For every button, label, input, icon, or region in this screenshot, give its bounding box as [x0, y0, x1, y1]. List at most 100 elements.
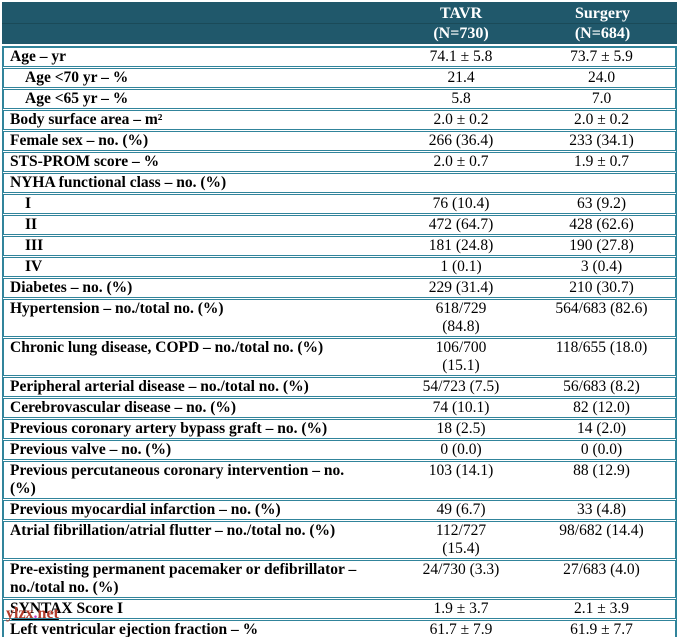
tavr-value: 24/730 (3.3) — [394, 561, 528, 600]
table-row: Previous percutaneous coronary intervent… — [2, 462, 677, 501]
surgery-value: 0 (0.0) — [528, 441, 677, 462]
tavr-value: 229 (31.4) — [394, 279, 528, 300]
table-row: Pre-existing permanent pacemaker or defi… — [2, 561, 677, 600]
tavr-value: 112/727 (15.4) — [394, 522, 528, 561]
surgery-value: 7.0 — [528, 90, 677, 111]
tavr-value: 1 (0.1) — [394, 258, 528, 279]
surgery-value: 428 (62.6) — [528, 216, 677, 237]
row-label: Hypertension – no./total no. (%) — [2, 300, 394, 339]
row-label: Peripheral arterial disease – no./total … — [2, 378, 394, 399]
table-row: III 181 (24.8) 190 (27.8) — [2, 237, 677, 258]
surgery-value: 63 (9.2) — [528, 195, 677, 216]
tavr-value: 0 (0.0) — [394, 441, 528, 462]
surgery-value: 27/683 (4.0) — [528, 561, 677, 600]
surgery-value: 61.9 ± 7.7 — [528, 621, 677, 637]
row-label: Cerebrovascular disease – no. (%) — [2, 399, 394, 420]
row-label: Chronic lung disease, COPD – no./total n… — [2, 339, 394, 378]
tavr-value: 106/700 (15.1) — [394, 339, 528, 378]
tavr-value: 61.7 ± 7.9 — [394, 621, 528, 637]
watermark-text: ylzx — [6, 605, 34, 622]
tavr-value — [394, 174, 528, 195]
surgery-value: 190 (27.8) — [528, 237, 677, 258]
column-header-surgery: Surgery — [528, 2, 677, 24]
surgery-value: 2.1 ± 3.9 — [528, 600, 677, 621]
tavr-value: 618/729 (84.8) — [394, 300, 528, 339]
table-row: Previous myocardial infarction – no. (%)… — [2, 501, 677, 522]
table-row: Female sex – no. (%) 266 (36.4) 233 (34.1) — [2, 132, 677, 153]
table-body: Age – yr 74.1 ± 5.8 73.7 ± 5.9 Age <70 yr –… — [2, 46, 677, 637]
header-spacer — [2, 2, 394, 24]
table-row: Age <65 yr – % 5.8 7.0 — [2, 90, 677, 111]
row-label: Body surface area – m² — [2, 111, 394, 132]
surgery-value: 73.7 ± 5.9 — [528, 46, 677, 69]
table-row: SYNTAX Score I 1.9 ± 3.7 2.1 ± 3.9 — [2, 600, 677, 621]
row-label: Age <65 yr – % — [2, 90, 394, 111]
row-label: I — [2, 195, 394, 216]
table-row: Chronic lung disease, COPD – no./total n… — [2, 339, 677, 378]
row-label: Pre-existing permanent pacemaker or defi… — [2, 561, 394, 600]
surgery-value: 3 (0.4) — [528, 258, 677, 279]
table-header: TAVR Surgery (N=730) (N=684) — [2, 2, 677, 46]
column-subheader-tavr-n: (N=730) — [394, 24, 528, 46]
header-subtitle-row: (N=730) (N=684) — [2, 24, 677, 46]
column-header-tavr: TAVR — [394, 2, 528, 24]
tavr-value: 74.1 ± 5.8 — [394, 46, 528, 69]
tavr-value: 1.9 ± 3.7 — [394, 600, 528, 621]
table-row: IV 1 (0.1) 3 (0.4) — [2, 258, 677, 279]
tavr-value: 2.0 ± 0.7 — [394, 153, 528, 174]
row-label: II — [2, 216, 394, 237]
tavr-value: 472 (64.7) — [394, 216, 528, 237]
table-row: STS-PROM score – % 2.0 ± 0.7 1.9 ± 0.7 — [2, 153, 677, 174]
surgery-value: 33 (4.8) — [528, 501, 677, 522]
table-row: Diabetes – no. (%) 229 (31.4) 210 (30.7) — [2, 279, 677, 300]
row-label: Previous coronary artery bypass graft – … — [2, 420, 394, 441]
table-row: I 76 (10.4) 63 (9.2) — [2, 195, 677, 216]
surgery-value: 2.0 ± 0.2 — [528, 111, 677, 132]
row-label: SYNTAX Score I — [2, 600, 394, 621]
table-row: Previous valve – no. (%) 0 (0.0) 0 (0.0) — [2, 441, 677, 462]
table-row: II 472 (64.7) 428 (62.6) — [2, 216, 677, 237]
row-label: IV — [2, 258, 394, 279]
surgery-value: 233 (34.1) — [528, 132, 677, 153]
surgery-value: 56/683 (8.2) — [528, 378, 677, 399]
surgery-value — [528, 174, 677, 195]
row-label: Female sex – no. (%) — [2, 132, 394, 153]
tavr-value: 21.4 — [394, 69, 528, 90]
tavr-value: 266 (36.4) — [394, 132, 528, 153]
tavr-value: 2.0 ± 0.2 — [394, 111, 528, 132]
watermark-text: net — [37, 605, 59, 622]
table-row: Age – yr 74.1 ± 5.8 73.7 ± 5.9 — [2, 46, 677, 69]
tavr-value: 74 (10.1) — [394, 399, 528, 420]
row-label: NYHA functional class – no. (%) — [2, 174, 394, 195]
row-label: Age – yr — [2, 46, 394, 69]
row-label: Previous valve – no. (%) — [2, 441, 394, 462]
table-row: Peripheral arterial disease – no./total … — [2, 378, 677, 399]
row-label: III — [2, 237, 394, 258]
surgery-value: 24.0 — [528, 69, 677, 90]
table-row: Previous coronary artery bypass graft – … — [2, 420, 677, 441]
table-row: NYHA functional class – no. (%) — [2, 174, 677, 195]
table-row: Left ventricular ejection fraction – % 61… — [2, 621, 677, 637]
tavr-value: 76 (10.4) — [394, 195, 528, 216]
watermark: ylzx.net — [6, 605, 59, 622]
surgery-value: 1.9 ± 0.7 — [528, 153, 677, 174]
surgery-value: 564/683 (82.6) — [528, 300, 677, 339]
row-label: Left ventricular ejection fraction – % — [2, 621, 394, 637]
column-subheader-surgery-n: (N=684) — [528, 24, 677, 46]
table-row: Cerebrovascular disease – no. (%) 74 (10.… — [2, 399, 677, 420]
tavr-value: 54/723 (7.5) — [394, 378, 528, 399]
watermark-dot: . — [33, 605, 38, 622]
table-row: Age <70 yr – % 21.4 24.0 — [2, 69, 677, 90]
row-label: Atrial fibrillation/atrial flutter – no.… — [2, 522, 394, 561]
surgery-value: 98/682 (14.4) — [528, 522, 677, 561]
row-label: Previous myocardial infarction – no. (%) — [2, 501, 394, 522]
row-label: Age <70 yr – % — [2, 69, 394, 90]
tavr-value: 181 (24.8) — [394, 237, 528, 258]
surgery-value: 118/655 (18.0) — [528, 339, 677, 378]
tavr-value: 18 (2.5) — [394, 420, 528, 441]
header-spacer — [2, 24, 394, 46]
tavr-value: 5.8 — [394, 90, 528, 111]
header-title-row: TAVR Surgery — [2, 2, 677, 24]
